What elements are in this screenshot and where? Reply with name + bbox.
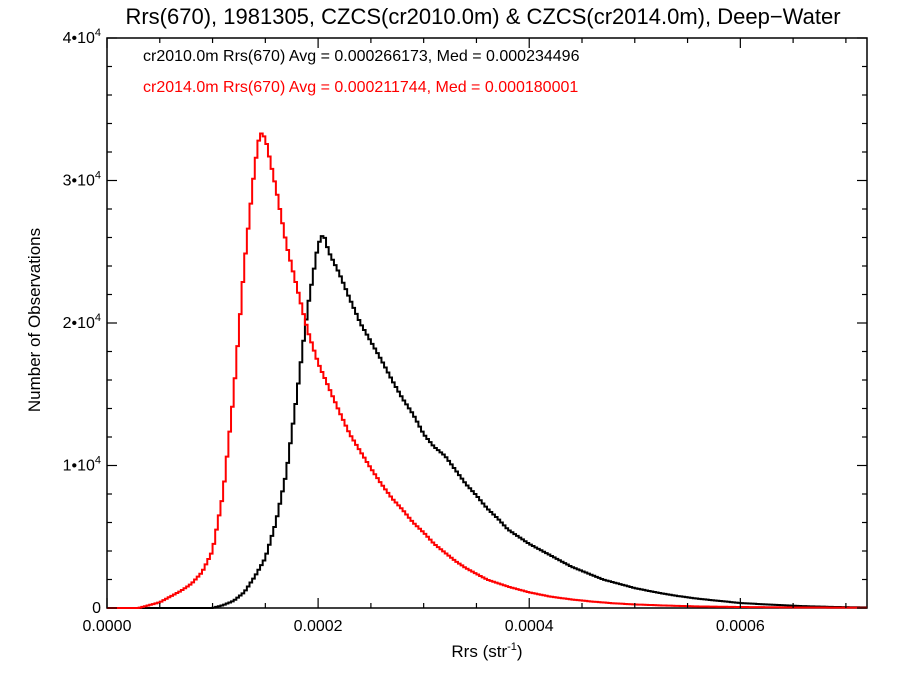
y-tick-label: 1•104	[63, 455, 101, 475]
y-tick-label: 3•104	[63, 170, 101, 190]
legend: cr2010.0m Rrs(670) Avg = 0.000266173, Me…	[143, 48, 580, 96]
x-tick-label: 0.0002	[294, 618, 343, 635]
axes-layer: 0.0000 0.0002 0.0004 0.0006 0 1•104 2•104 3•104…	[63, 27, 867, 635]
x-axis-label-superscript: -1	[507, 641, 517, 653]
chart-title: Rrs(670), 1981305, CZCS(cr2010.0m) & CZC…	[125, 4, 840, 29]
plot-border	[106, 37, 868, 609]
y-axis-label: Number of Observations	[25, 228, 44, 412]
y-tick-label: 0	[92, 600, 101, 617]
x-tick-label: 0.0004	[505, 618, 554, 635]
x-axis-label-main: Rrs (str	[451, 642, 507, 661]
series-line-0	[107, 235, 867, 609]
series-line-1	[107, 132, 867, 609]
x-axis-label-suffix: )	[517, 642, 523, 661]
plot-frame	[106, 37, 868, 609]
legend-entry-cr2014: cr2014.0m Rrs(670) Avg = 0.000211744, Me…	[143, 79, 578, 96]
y-tick-label: 2•104	[63, 312, 101, 332]
y-tick-label: 4•104	[63, 27, 101, 47]
x-tick-label: 0.0006	[716, 618, 765, 635]
x-axis-label: Rrs (str-1)	[451, 641, 522, 661]
x-tick-label: 0.0000	[83, 618, 132, 635]
series-layer	[107, 132, 867, 609]
legend-entry-cr2010: cr2010.0m Rrs(670) Avg = 0.000266173, Me…	[143, 48, 580, 65]
